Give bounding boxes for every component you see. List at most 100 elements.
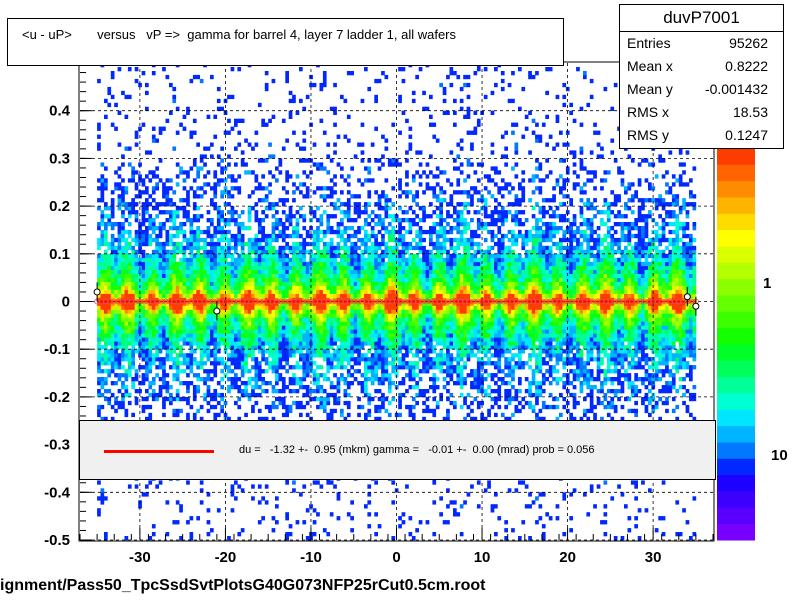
heat-cell (175, 305, 180, 310)
heat-cell (271, 154, 276, 159)
heat-cell (121, 162, 125, 167)
heat-cell (360, 158, 365, 163)
heat-cell (134, 369, 139, 374)
heat-cell (425, 281, 430, 286)
heat-cell (223, 178, 228, 183)
heat-cell (275, 389, 279, 394)
heat-cell (278, 305, 283, 310)
heat-cell (169, 337, 173, 342)
heat-cell (227, 329, 231, 334)
heat-cell (336, 321, 341, 326)
heat-cell (322, 349, 327, 354)
heat-cell (322, 285, 327, 290)
heat-cell (203, 297, 207, 302)
heat-cell (240, 369, 245, 374)
heat-cell (374, 269, 378, 274)
heat-cell (425, 369, 430, 374)
heat-cell (244, 138, 248, 143)
heat-cell (172, 520, 177, 525)
heat-cell (429, 377, 433, 382)
heat-cell (196, 317, 200, 322)
heat-cell (340, 325, 344, 330)
heat-cell (340, 273, 344, 278)
heat-cell (216, 245, 221, 251)
heat-cell (271, 269, 276, 274)
heat-cell (422, 293, 426, 298)
heat-cell (179, 321, 183, 326)
heat-cell (370, 229, 375, 235)
heat-cell (357, 257, 361, 263)
heat-cell (220, 404, 224, 410)
heat-cell (271, 265, 276, 270)
heat-cell (422, 349, 426, 354)
heat-cell (261, 333, 265, 338)
heat-cell (247, 293, 252, 298)
heat-cell (124, 186, 129, 191)
heat-cell (134, 142, 139, 147)
heat-cell (104, 329, 108, 334)
heat-cell (411, 222, 416, 227)
heat-cell (179, 408, 183, 414)
heat-cell (138, 341, 142, 346)
heat-cell (343, 293, 348, 298)
heat-cell (415, 170, 419, 175)
heat-cell (148, 265, 153, 270)
heat-cell (117, 345, 122, 350)
heat-cell (271, 277, 276, 282)
heat-cell (257, 309, 262, 314)
heat-cell (179, 313, 183, 318)
heat-cell (189, 333, 194, 338)
heat-cell (240, 222, 245, 227)
heat-cell (97, 241, 101, 247)
heat-cell (405, 373, 409, 378)
heat-cell (131, 253, 135, 259)
heat-cell (213, 229, 218, 235)
heat-cell (117, 317, 122, 322)
heat-cell (148, 329, 153, 334)
heat-cell (384, 313, 389, 318)
heat-cell (302, 325, 307, 330)
heat-cell (104, 313, 108, 318)
heat-cell (145, 229, 149, 235)
heat-cell (384, 249, 389, 255)
heat-cell (381, 190, 385, 195)
heat-cell (333, 190, 337, 195)
heat-cell (432, 222, 437, 227)
heat-cell (394, 214, 399, 219)
heat-cell (394, 353, 399, 358)
heat-cell (340, 412, 344, 418)
heat-cell (432, 253, 437, 259)
heat-cell (196, 333, 200, 338)
heat-cell (271, 253, 276, 259)
heat-cell (275, 404, 279, 410)
heat-cell (100, 293, 105, 298)
heat-cell (336, 289, 341, 294)
heat-cell (100, 237, 105, 243)
heat-cell (234, 249, 238, 255)
heat-cell (292, 488, 296, 493)
heat-cell (148, 269, 153, 274)
heat-cell (141, 408, 146, 414)
heat-cell (97, 146, 101, 151)
heat-cell (357, 277, 361, 282)
heat-cell (285, 345, 289, 350)
heat-cell (401, 377, 406, 382)
heat-cell (192, 309, 197, 314)
heat-cell (405, 150, 409, 155)
heat-cell (97, 265, 101, 270)
heat-cell (295, 520, 300, 525)
heat-cell (244, 273, 248, 278)
heat-cell (179, 170, 183, 175)
heat-cell (333, 317, 337, 322)
heat-cell (292, 289, 296, 294)
heat-cell (107, 281, 112, 286)
heat-cell (234, 122, 238, 127)
heat-cell (292, 297, 296, 302)
heat-cell (251, 305, 255, 310)
heat-cell (346, 293, 351, 298)
heat-cell (425, 345, 430, 350)
heat-cell (415, 385, 419, 390)
heat-cell (384, 138, 389, 143)
heat-cell (415, 289, 419, 294)
heat-cell (134, 285, 139, 290)
